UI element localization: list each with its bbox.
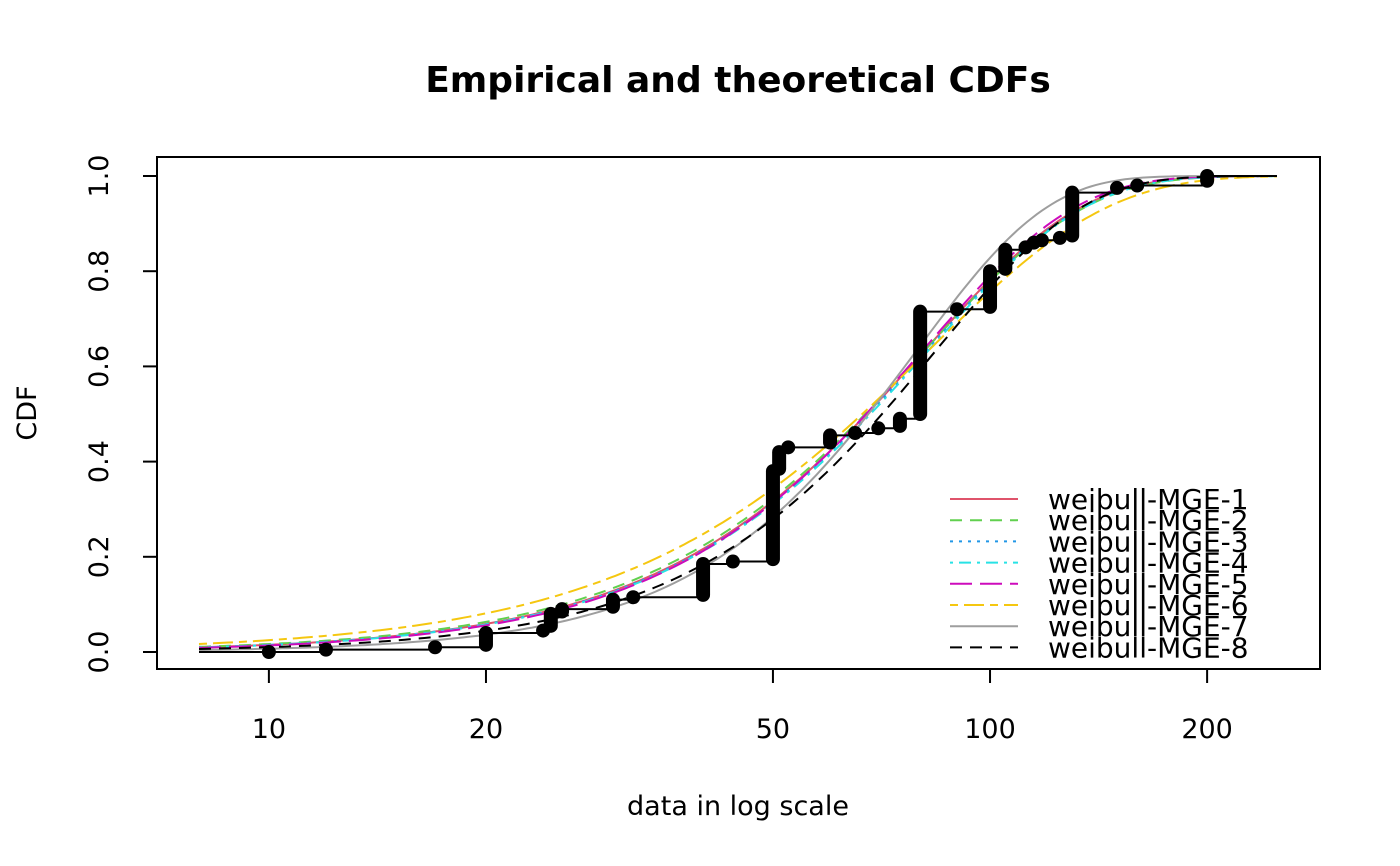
y-tick-label: 1.0	[84, 155, 115, 198]
x-tick-label: 100	[964, 714, 1016, 745]
y-tick-label: 0.2	[84, 535, 115, 578]
legend-label-7: weibull-MGE-7	[1048, 610, 1249, 643]
cdf-curve-7	[198, 175, 1277, 652]
y-tick-label: 0.4	[84, 440, 115, 483]
cdf-curve-5	[198, 175, 1277, 649]
y-tick-label: 0.0	[84, 631, 115, 674]
cdf-curve-6	[198, 175, 1278, 645]
legend-label-5: weibull-MGE-5	[1048, 568, 1249, 601]
legend-label-8: weibull-MGE-8	[1048, 631, 1249, 664]
y-tick-label: 0.6	[84, 345, 115, 388]
theoretical-cdf-curves	[198, 175, 1278, 652]
chart-title: Empirical and theoretical CDFs	[425, 60, 1051, 101]
legend-label-1: weibull-MGE-1	[1048, 483, 1249, 516]
x-tick-label: 10	[252, 714, 286, 745]
legend-label-3: weibull-MGE-3	[1048, 525, 1249, 558]
x-axis-label: data in log scale	[627, 791, 849, 822]
cdf-curve-2	[198, 175, 1277, 648]
legend-label-4: weibull-MGE-4	[1048, 547, 1249, 580]
empirical-cdf	[199, 169, 1277, 659]
y-axis: 0.0 0.2 0.4 0.6 0.8 1.0	[84, 155, 158, 674]
x-tick-label: 200	[1181, 714, 1233, 745]
y-tick-label: 0.8	[84, 250, 115, 293]
legend-label-6: weibull-MGE-6	[1048, 589, 1249, 622]
x-axis: 10 20 50 100 200	[252, 668, 1233, 745]
legend-label-2: weibull-MGE-2	[1048, 504, 1249, 537]
y-axis-label: CDF	[12, 385, 43, 440]
x-tick-label: 50	[756, 714, 790, 745]
legend: weibull-MGE-1weibull-MGE-2weibull-MGE-3w…	[950, 483, 1249, 664]
x-tick-label: 20	[469, 714, 503, 745]
